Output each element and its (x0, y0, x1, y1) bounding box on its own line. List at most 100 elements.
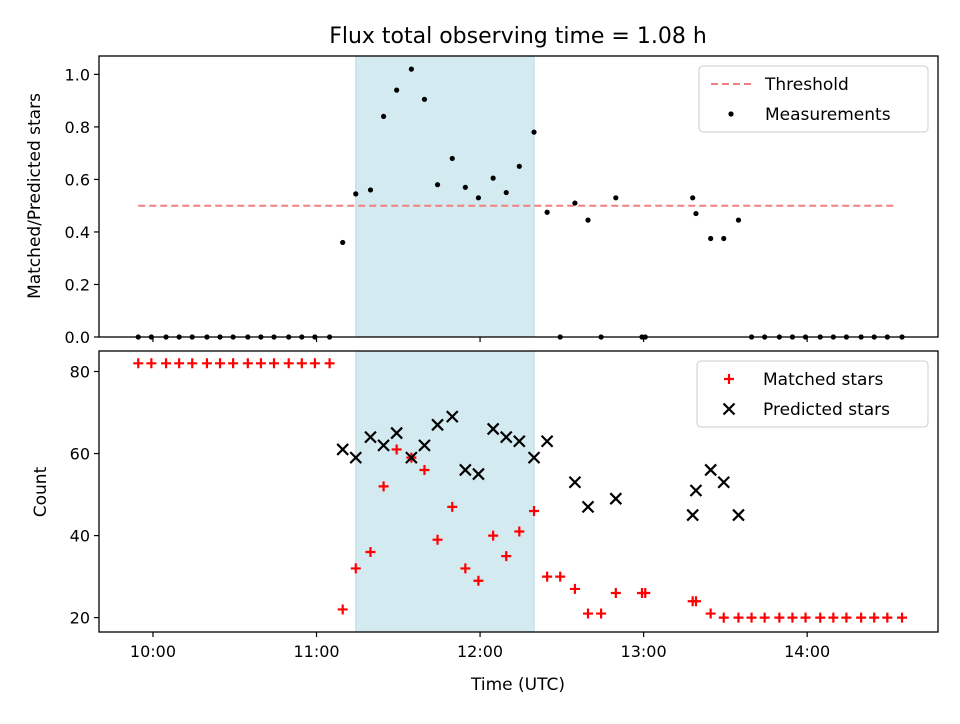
bottom-plus-point-0-12 (296, 358, 307, 369)
bottom-legend: Matched stars Predicted stars (696, 360, 929, 428)
bottom-x-point-1-1 (349, 451, 363, 464)
bottom-plus-point-0-43 (746, 612, 757, 623)
bottom-x-point-1-18 (609, 492, 623, 505)
top-dot-point-0-16 (353, 191, 359, 197)
bottom-plus-point-0-47 (800, 612, 811, 623)
top-dot-point-0-25 (475, 195, 482, 201)
x-tick-label-4: 14:00 (784, 642, 830, 661)
bottom-plus-point-0-21 (419, 464, 430, 475)
bottom-x-point-1-21 (704, 463, 717, 477)
top-dot-point-0-17 (367, 187, 374, 193)
bottom-plus-point-0-28 (514, 526, 525, 537)
bottom-plus-point-0-52 (869, 612, 880, 623)
top-dot-point-0-42 (735, 217, 742, 223)
top-dot-point-0-40 (708, 235, 714, 242)
top-legend: Threshold Measurements (698, 65, 929, 133)
x-axis-label: Time (UTC) (470, 675, 565, 695)
top-dot-point-0-33 (585, 217, 591, 223)
bottom-x-point-1-13 (513, 434, 526, 448)
bottom-plus-point-0-3 (174, 358, 185, 369)
bottom-x-point-1-23 (732, 508, 745, 522)
bottom-plus-point-0-41 (718, 612, 729, 623)
bottom-x-point-1-20 (689, 484, 703, 497)
top-dot-point-0-38 (690, 195, 696, 201)
bottom-plus-point-0-32 (569, 583, 580, 594)
bottom-x-point-1-5 (405, 451, 418, 464)
top-shaded-span (355, 55, 535, 338)
top-dot-point-0-29 (531, 129, 537, 135)
top-dot-point-0-41 (721, 235, 727, 242)
bottom-x-point-1-22 (717, 475, 731, 489)
bottom-plus-point-0-54 (897, 612, 908, 623)
bottom-plus-point-0-26 (488, 530, 499, 541)
bottom-plus-point-0-49 (828, 612, 839, 623)
bottom-plus-point-0-6 (215, 358, 226, 369)
top-legend-dot-key (728, 111, 734, 117)
bottom-plus-point-0-53 (882, 612, 893, 623)
top-dot-point-0-28 (516, 163, 522, 169)
bottom-plus-point-0-33 (583, 608, 594, 619)
top-y-tick-label-3: 0.6 (65, 170, 90, 189)
bottom-plus-point-0-34 (596, 608, 607, 619)
bottom-plus-point-0-13 (309, 358, 320, 369)
bottom-legend-x-key (722, 402, 736, 416)
bottom-plus-point-0-27 (501, 551, 512, 562)
bottom-y-tick-label-3: 80 (70, 363, 90, 382)
bottom-x-point-1-15 (540, 434, 554, 448)
bottom-plus-point-0-25 (473, 575, 484, 586)
bottom-plus-point-0-45 (774, 612, 785, 623)
top-y-tick-label-2: 0.4 (65, 223, 90, 242)
bottom-x-point-1-4 (390, 426, 403, 440)
bottom-plus-point-0-31 (555, 571, 566, 582)
bottom-x-point-1-11 (486, 422, 500, 436)
bottom-plus-point-0-40 (705, 608, 716, 619)
top-dot-point-0-27 (503, 189, 509, 196)
bottom-legend-plus-key (724, 374, 734, 384)
bottom-x-point-1-14 (527, 451, 541, 464)
top-dot-point-0-32 (572, 200, 578, 206)
bottom-plus-point-0-16 (350, 563, 361, 574)
top-dot-point-0-23 (449, 155, 455, 162)
bottom-plus-point-0-48 (815, 612, 826, 623)
bottom-x-point-1-12 (499, 430, 513, 444)
bottom-x-point-1-17 (581, 500, 595, 514)
x-tick-label-0: 10:00 (130, 642, 176, 661)
top-y-tick-label-4: 0.8 (65, 118, 90, 137)
x-tick-label-1: 11:00 (293, 642, 339, 661)
bottom-plus-point-0-22 (432, 534, 443, 545)
x-tick-label-3: 13:00 (621, 642, 667, 661)
top-axes-frame (98, 55, 939, 338)
bottom-legend-box (696, 360, 929, 428)
top-dot-point-0-20 (408, 66, 414, 72)
bottom-plus-point-0-30 (542, 571, 553, 582)
bottom-x-point-1-2 (364, 430, 377, 444)
bottom-y-tick-label-2: 60 (70, 445, 90, 464)
bottom-plus-point-0-8 (242, 358, 253, 369)
bottom-x-point-1-10 (472, 467, 485, 481)
bottom-axes-frame (98, 350, 939, 633)
top-dot-point-0-15 (340, 239, 346, 246)
bottom-plus-point-0-44 (759, 612, 770, 623)
bottom-plus-point-0-29 (529, 505, 540, 516)
chart-title: Flux total observing time = 1.08 h (329, 24, 707, 49)
bottom-plus-point-0-37 (640, 588, 651, 599)
bottom-x-point-1-9 (459, 463, 472, 477)
bottom-x-point-1-16 (568, 475, 582, 489)
bottom-plus-point-0-50 (841, 612, 852, 623)
bottom-plus-point-0-1 (146, 358, 157, 369)
x-tick-label-2: 12:00 (457, 642, 503, 661)
bottom-x-point-1-8 (445, 410, 459, 423)
bottom-plus-point-0-10 (268, 358, 279, 369)
bottom-plus-point-0-4 (187, 358, 198, 369)
top-dot-point-0-18 (380, 113, 387, 120)
top-dot-point-0-35 (613, 195, 619, 201)
bottom-x-point-1-7 (431, 418, 444, 432)
top-y-axis-label: Matched/Predicted stars (25, 93, 45, 299)
top-dot-point-0-19 (394, 87, 400, 93)
top-dot-point-0-21 (421, 96, 428, 102)
bottom-plus-point-0-15 (337, 604, 348, 615)
bottom-plus-point-0-51 (856, 612, 867, 623)
bottom-panel: 20 40 60 80 10:00 11:00 12:00 13:00 14:00 Matched… (70, 350, 939, 661)
